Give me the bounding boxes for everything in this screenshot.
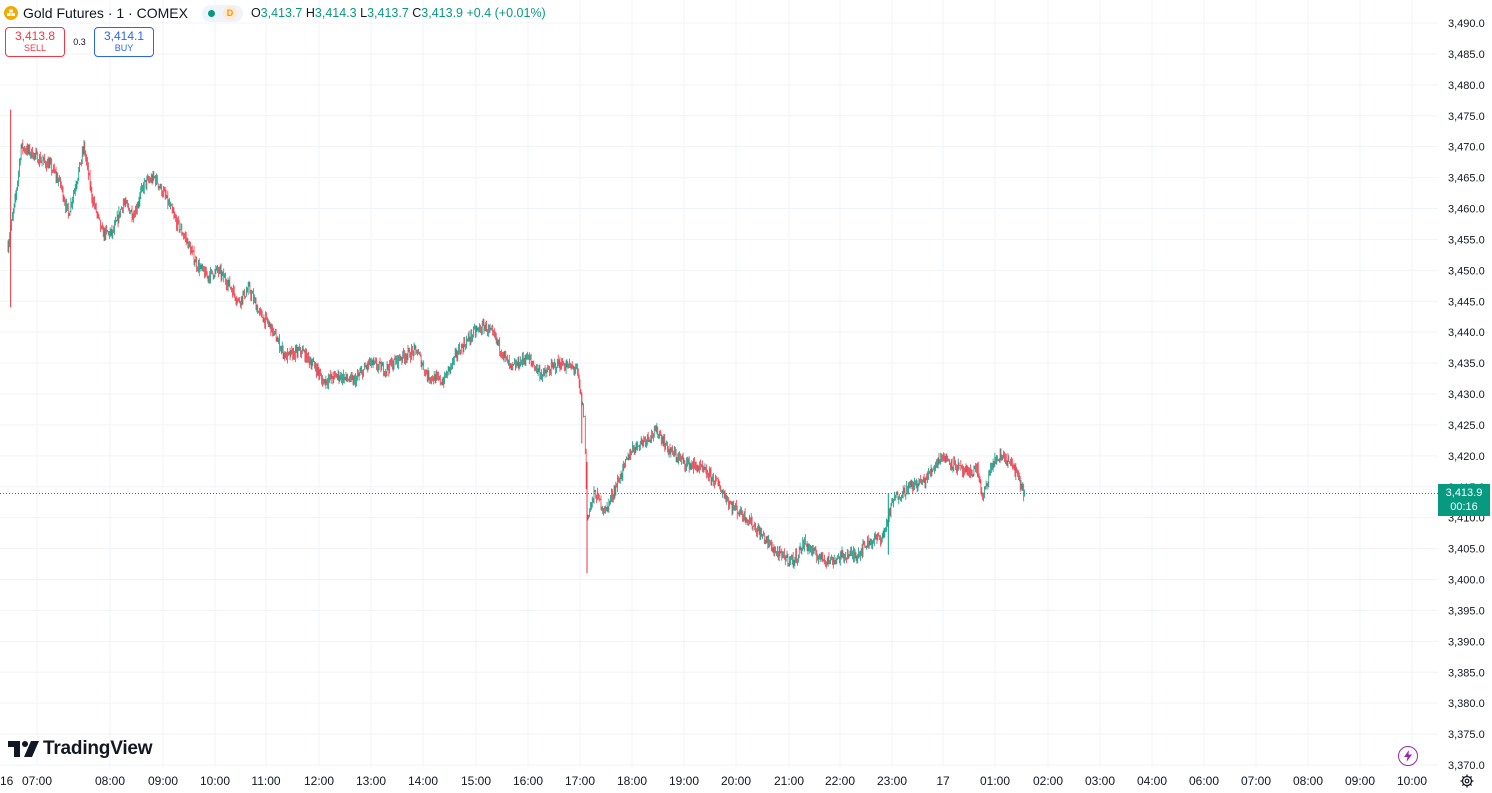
time-axis[interactable]: 16 07:00 08:00 09:00 10:00 11:00 12:00 13:00 14:… bbox=[0, 774, 1427, 788]
time-tick: 22:00 bbox=[825, 774, 855, 788]
price-tick: 3,480.0 bbox=[1448, 80, 1485, 92]
tradingview-logo[interactable]: TradingView bbox=[8, 738, 153, 760]
time-tick: 21:00 bbox=[774, 774, 804, 788]
symbol-title[interactable]: Gold Futures · 1 · COMEX bbox=[23, 5, 188, 21]
price-tick: 3,425.0 bbox=[1448, 420, 1485, 432]
grid-lines bbox=[0, 0, 1438, 767]
symbol-legend: Gold Futures · 1 · COMEX D O3,413.7 H3,4… bbox=[4, 3, 546, 23]
time-tick: 11:00 bbox=[251, 774, 280, 788]
low-label: L bbox=[360, 6, 368, 20]
price-tick: 3,460.0 bbox=[1448, 204, 1485, 216]
time-tick: 10:00 bbox=[200, 774, 230, 788]
session-badge: D bbox=[222, 6, 237, 20]
time-tick: 04:00 bbox=[1137, 774, 1167, 788]
close-value: 3,413.9 bbox=[421, 6, 464, 20]
buy-price: 3,414.1 bbox=[103, 29, 145, 43]
price-tick: 3,465.0 bbox=[1448, 173, 1485, 185]
price-tick: 3,390.0 bbox=[1448, 636, 1485, 648]
time-tick: 18:00 bbox=[617, 774, 647, 788]
price-tick: 3,445.0 bbox=[1448, 296, 1485, 308]
time-tick: 09:00 bbox=[1345, 774, 1375, 788]
time-tick: 16 bbox=[0, 774, 14, 788]
time-tick: 15:00 bbox=[461, 774, 491, 788]
price-tick: 3,450.0 bbox=[1448, 265, 1485, 277]
candles bbox=[7, 109, 1025, 574]
time-tick: 13:00 bbox=[356, 774, 386, 788]
time-tick: 02:00 bbox=[1033, 774, 1063, 788]
price-tick: 3,455.0 bbox=[1448, 234, 1485, 246]
time-tick: 08:00 bbox=[95, 774, 125, 788]
low-value: 3,413.7 bbox=[367, 6, 409, 20]
time-tick: 09:00 bbox=[148, 774, 178, 788]
time-tick: 23:00 bbox=[877, 774, 907, 788]
settings-gear-icon[interactable] bbox=[1460, 774, 1474, 788]
price-tick: 3,470.0 bbox=[1448, 142, 1485, 154]
price-tick: 3,420.0 bbox=[1448, 451, 1485, 463]
sell-price: 3,413.8 bbox=[14, 29, 56, 43]
sell-button[interactable]: 3,413.8 SELL bbox=[5, 27, 65, 57]
high-label: H bbox=[305, 6, 315, 20]
price-tick: 3,430.0 bbox=[1448, 389, 1485, 401]
logo-text: TradingView bbox=[43, 738, 153, 759]
trade-buttons: 3,413.8 SELL 0.3 3,414.1 BUY bbox=[5, 27, 154, 57]
buy-label: BUY bbox=[114, 43, 134, 53]
price-tick: 3,440.0 bbox=[1448, 327, 1485, 339]
high-value: 3,414.3 bbox=[314, 6, 357, 20]
time-tick: 17:00 bbox=[565, 774, 595, 788]
gold-bars-icon[interactable] bbox=[4, 6, 18, 20]
time-tick: 17 bbox=[936, 774, 950, 788]
time-tick: 03:00 bbox=[1085, 774, 1115, 788]
lightning-icon[interactable] bbox=[1398, 746, 1418, 766]
ohlc-values: O3,413.7 H3,414.3 L3,413.7 C3,413.9 +0.4… bbox=[251, 6, 546, 20]
price-tick: 3,410.0 bbox=[1448, 513, 1485, 525]
time-tick: 06:00 bbox=[1189, 774, 1219, 788]
time-tick: 19:00 bbox=[669, 774, 699, 788]
sell-label: SELL bbox=[23, 43, 47, 53]
price-tick: 3,405.0 bbox=[1448, 544, 1485, 556]
time-tick: 01:00 bbox=[980, 774, 1010, 788]
time-tick: 08:00 bbox=[1293, 774, 1323, 788]
last-price-label: 3,413.9 00:16 bbox=[1438, 483, 1490, 516]
time-tick: 20:00 bbox=[721, 774, 751, 788]
time-tick: 16:00 bbox=[513, 774, 543, 788]
time-tick: 10:00 bbox=[1397, 774, 1427, 788]
tradingview-logo-icon bbox=[8, 741, 39, 757]
price-tick: 3,400.0 bbox=[1448, 575, 1485, 587]
time-tick: 14:00 bbox=[408, 774, 438, 788]
time-tick: 12:00 bbox=[304, 774, 334, 788]
price-tick: 3,485.0 bbox=[1448, 49, 1485, 61]
change-value: +0.4 (+0.01%) bbox=[466, 6, 546, 20]
price-tick: 3,375.0 bbox=[1448, 729, 1485, 741]
open-label: O bbox=[250, 6, 261, 20]
open-value: 3,413.7 bbox=[260, 6, 303, 20]
last-price-value: 3,413.9 bbox=[1445, 486, 1483, 499]
market-open-dot-icon bbox=[207, 9, 215, 17]
time-tick: 07:00 bbox=[1241, 774, 1271, 788]
time-tick: 07:00 bbox=[22, 774, 52, 788]
price-tick: 3,380.0 bbox=[1448, 698, 1485, 710]
close-label: C bbox=[412, 6, 422, 20]
price-axis[interactable]: 3,370.0 3,375.0 3,380.0 3,385.0 3,390.0 3,395… bbox=[1448, 18, 1485, 772]
price-tick: 3,490.0 bbox=[1448, 18, 1485, 30]
price-tick: 3,370.0 bbox=[1448, 760, 1485, 772]
price-tick: 3,435.0 bbox=[1448, 358, 1485, 370]
market-status[interactable]: D bbox=[201, 4, 243, 22]
buy-button[interactable]: 3,414.1 BUY bbox=[94, 27, 154, 57]
price-tick: 3,385.0 bbox=[1448, 667, 1485, 679]
price-tick: 3,395.0 bbox=[1448, 605, 1485, 617]
spread-value: 0.3 bbox=[73, 37, 86, 47]
price-tick: 3,475.0 bbox=[1448, 111, 1485, 123]
bar-countdown: 00:16 bbox=[1450, 500, 1478, 513]
